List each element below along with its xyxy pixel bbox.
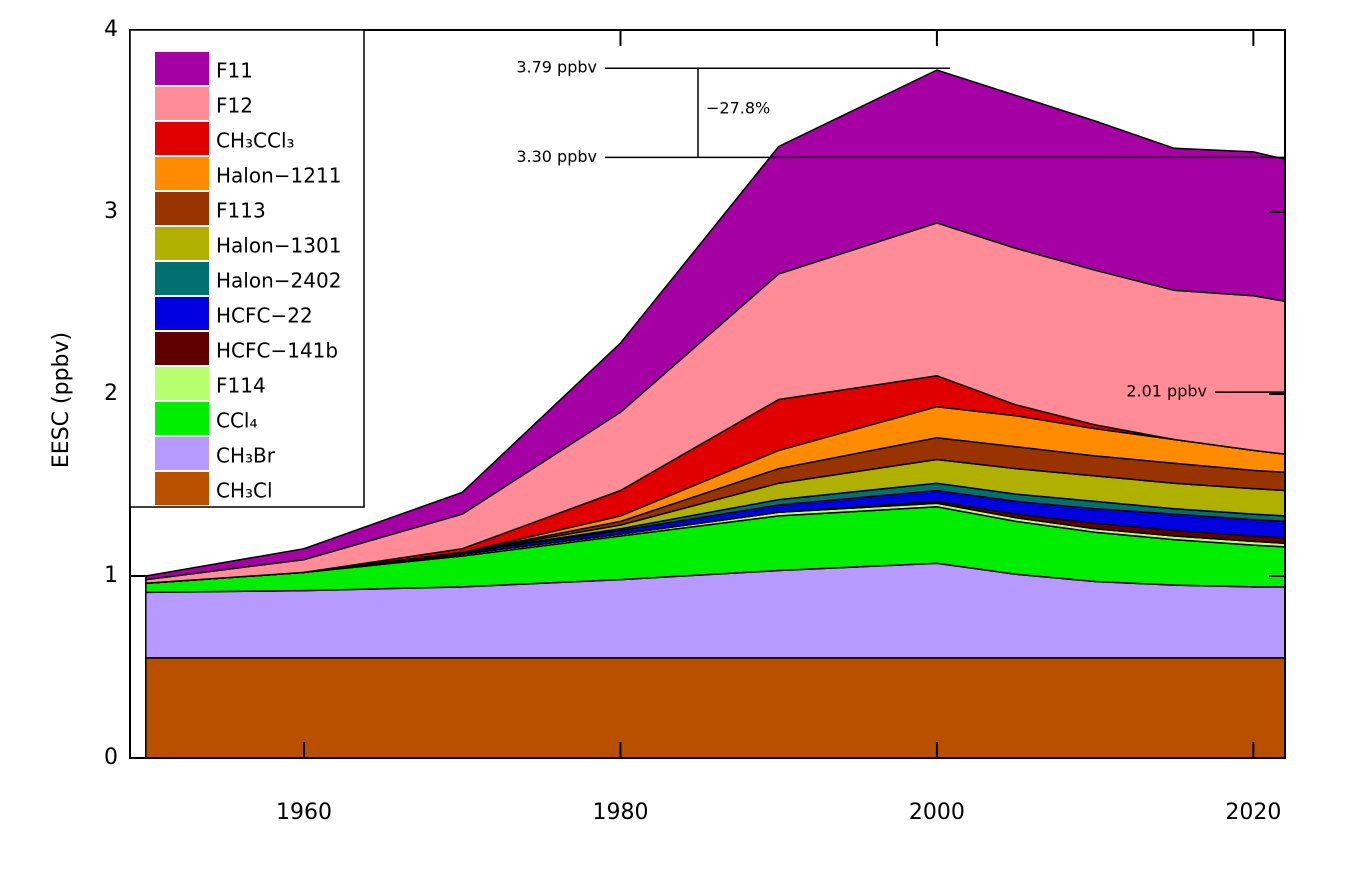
annotation-label: 3.30 ppbv bbox=[516, 147, 597, 166]
legend-label: CH₃CCl₃ bbox=[216, 129, 295, 153]
legend-swatch bbox=[155, 192, 209, 225]
legend-label: Halon−1211 bbox=[216, 164, 341, 188]
legend-swatch bbox=[155, 122, 209, 155]
y-tick-label: 2 bbox=[104, 381, 118, 406]
legend-swatch bbox=[155, 437, 209, 470]
y-tick-label: 3 bbox=[104, 199, 118, 224]
legend-swatch bbox=[155, 157, 209, 190]
legend-swatch bbox=[155, 402, 209, 435]
x-tick-label: 1960 bbox=[276, 800, 332, 825]
legend-label: Halon−2402 bbox=[216, 269, 341, 293]
legend-swatch bbox=[155, 332, 209, 365]
legend-label: CH₃Cl bbox=[216, 479, 273, 503]
x-tick-label: 1980 bbox=[592, 800, 648, 825]
legend-swatch bbox=[155, 227, 209, 260]
legend-swatch bbox=[155, 52, 209, 85]
x-tick-label: 2000 bbox=[909, 800, 965, 825]
legend-swatch bbox=[155, 297, 209, 330]
legend-label: CCl₄ bbox=[216, 409, 258, 433]
legend-label: CH₃Br bbox=[216, 444, 276, 468]
annotation-label: 3.79 ppbv bbox=[516, 58, 597, 77]
y-tick-label: 1 bbox=[104, 563, 118, 588]
x-tick-label: 2020 bbox=[1225, 800, 1281, 825]
legend-label: Halon−1301 bbox=[216, 234, 341, 258]
legend-swatch bbox=[155, 87, 209, 120]
legend-label: F114 bbox=[216, 374, 266, 398]
y-axis-label: EESC (ppbv) bbox=[49, 332, 74, 468]
legend: F11 F12 CH₃CCl₃ Halon−1211 F113 Halon−1301 Hal… bbox=[129, 29, 365, 508]
legend-swatch bbox=[155, 472, 209, 505]
legend-label: HCFC−22 bbox=[216, 304, 313, 328]
annotation-label: 2.01 ppbv bbox=[1126, 382, 1207, 401]
y-tick-label: 4 bbox=[104, 17, 118, 42]
legend-label: F11 bbox=[216, 59, 253, 83]
legend-label: HCFC−141b bbox=[216, 339, 338, 363]
area bbox=[145, 657, 1286, 759]
legend-label: F12 bbox=[216, 94, 253, 118]
legend-swatch bbox=[155, 262, 209, 295]
legend-label: F113 bbox=[216, 199, 266, 223]
change-label: −27.8% bbox=[706, 98, 770, 117]
y-tick-label: 0 bbox=[104, 745, 118, 770]
legend-swatch bbox=[155, 367, 209, 400]
